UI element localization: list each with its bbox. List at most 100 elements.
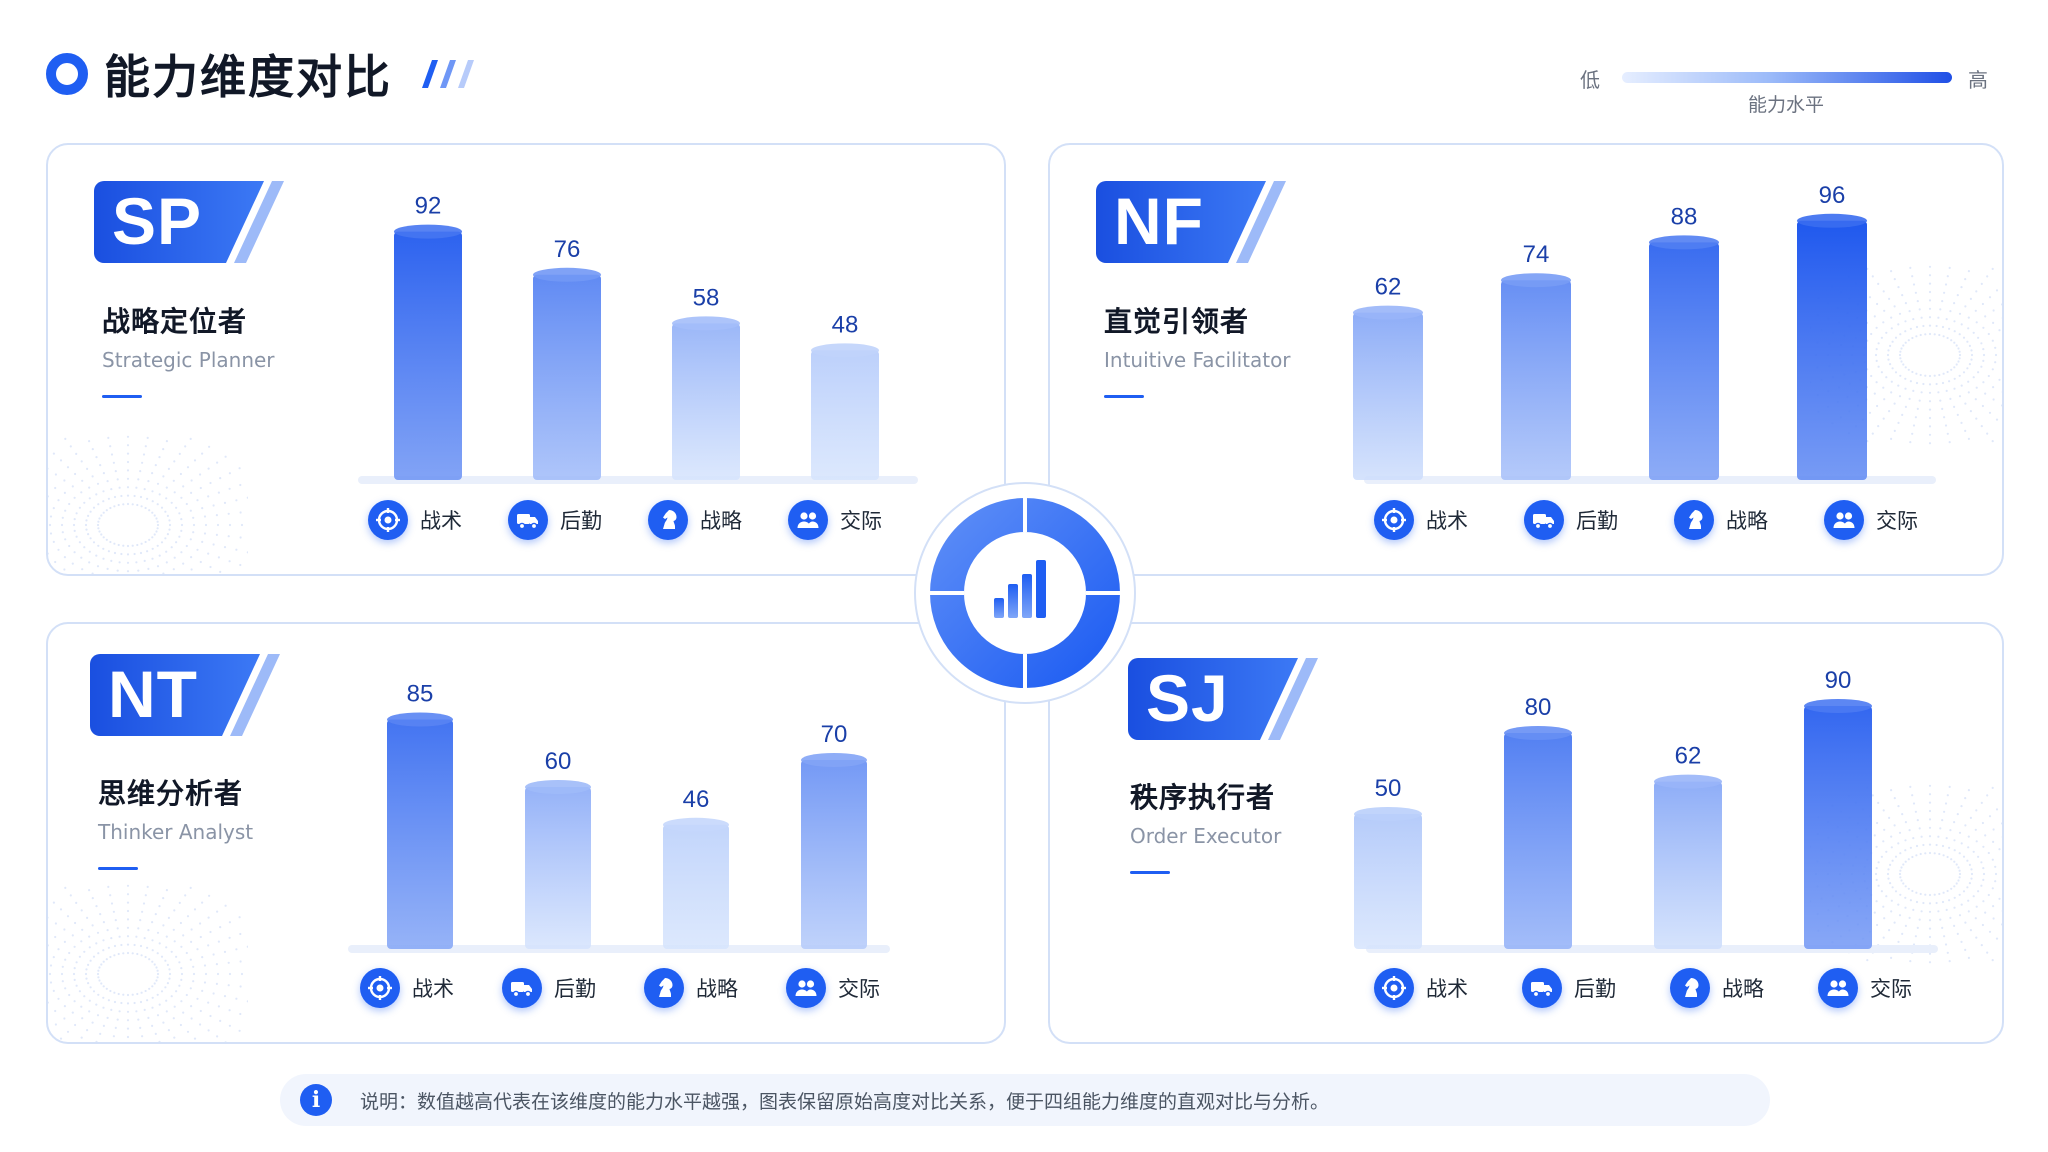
bar-后勤 bbox=[1501, 280, 1571, 480]
panel-sp: SP 战略定位者 Strategic Planner 92 76 58 48 战术 后勤 战略 交际 bbox=[46, 143, 1006, 576]
bar-后勤 bbox=[533, 274, 601, 480]
legend-low-label: 低 bbox=[1580, 68, 1600, 92]
bar-value-label: 58 bbox=[693, 284, 720, 311]
ability-scale-legend: 低 高 能力水平 bbox=[1580, 60, 2000, 120]
category-text: 战略 bbox=[1726, 509, 1768, 533]
legend-high-label: 高 bbox=[1968, 68, 1988, 92]
type-name-cn: 战略定位者 bbox=[102, 305, 248, 338]
type-name-en: Thinker Analyst bbox=[98, 820, 254, 844]
target-icon bbox=[360, 968, 400, 1008]
truck-icon bbox=[508, 500, 548, 540]
category-text: 战术 bbox=[412, 977, 454, 1001]
type-badge-shape bbox=[1096, 181, 1286, 263]
bar-top-cap bbox=[1654, 774, 1722, 789]
page-title: 能力维度对比 bbox=[104, 50, 392, 104]
bar-交际 bbox=[811, 350, 879, 480]
category-label: 战略 bbox=[1674, 500, 1768, 540]
bar-交际 bbox=[801, 760, 867, 949]
category-label: 战术 bbox=[1374, 968, 1468, 1008]
legend-gradient-bar bbox=[1622, 72, 1952, 83]
bar-top-cap bbox=[1797, 213, 1867, 228]
bar-value-label: 85 bbox=[407, 681, 434, 708]
chart-baseline bbox=[358, 476, 918, 484]
bar-chart-nt: 85 60 46 70 bbox=[348, 681, 890, 953]
bar-value-label: 60 bbox=[545, 748, 572, 775]
name-underline bbox=[98, 867, 138, 870]
bar-value-label: 70 bbox=[821, 721, 848, 748]
category-label: 战术 bbox=[360, 968, 454, 1008]
bar-top-cap bbox=[672, 316, 740, 331]
bar-value-label: 96 bbox=[1819, 182, 1846, 209]
people-icon bbox=[1824, 500, 1864, 540]
category-text: 交际 bbox=[838, 977, 880, 1001]
bar-战术 bbox=[1354, 814, 1422, 949]
bar-value-label: 62 bbox=[1375, 274, 1402, 301]
category-label: 后勤 bbox=[1522, 968, 1616, 1008]
type-name-en: Order Executor bbox=[1130, 824, 1282, 848]
people-icon bbox=[788, 500, 828, 540]
category-text: 交际 bbox=[1870, 977, 1912, 1001]
target-icon bbox=[368, 500, 408, 540]
bar-交际 bbox=[1797, 220, 1867, 481]
bar-top-cap bbox=[1501, 273, 1571, 288]
center-chart-badge bbox=[914, 482, 1136, 704]
bar-top-cap bbox=[663, 817, 729, 832]
category-text: 交际 bbox=[840, 509, 882, 533]
chess-knight-icon bbox=[1674, 500, 1714, 540]
category-text: 交际 bbox=[1876, 509, 1918, 533]
bar-chart-sp: 92 76 58 48 bbox=[358, 193, 918, 484]
type-name-en: Strategic Planner bbox=[102, 348, 275, 372]
bar-top-cap bbox=[1804, 699, 1872, 713]
type-badge-shape bbox=[94, 181, 284, 263]
bar-后勤 bbox=[525, 787, 591, 949]
bar-value-label: 46 bbox=[683, 786, 710, 813]
category-label: 后勤 bbox=[502, 968, 596, 1008]
bar-后勤 bbox=[1504, 733, 1572, 949]
bar-chart-sj: 50 80 62 90 bbox=[1354, 667, 1938, 953]
target-icon bbox=[1374, 968, 1414, 1008]
dot-pattern-decoration bbox=[48, 884, 248, 1042]
category-label: 后勤 bbox=[1524, 500, 1618, 540]
bar-value-label: 62 bbox=[1675, 743, 1702, 770]
slash-decoration-icon bbox=[422, 60, 474, 88]
category-label: 后勤 bbox=[508, 500, 602, 540]
bar-战术 bbox=[394, 231, 462, 480]
category-text: 后勤 bbox=[1576, 509, 1618, 533]
category-label: 交际 bbox=[788, 500, 882, 540]
name-underline bbox=[1104, 395, 1144, 398]
type-badge-shape bbox=[90, 654, 280, 736]
type-code: NF bbox=[1114, 184, 1204, 258]
footer-note-text: 说明：数值越高代表在该维度的能力水平越强，图表保留原始高度对比关系，便于四组能力… bbox=[360, 1090, 1330, 1113]
truck-icon bbox=[1524, 500, 1564, 540]
info-icon: i bbox=[300, 1084, 332, 1116]
bar-chart-icon bbox=[994, 560, 1046, 618]
category-text: 战略 bbox=[700, 509, 742, 533]
panel-nt: NT 思维分析者 Thinker Analyst 85 60 46 70 战术 后勤 战略 交际 bbox=[46, 622, 1006, 1044]
chart-baseline bbox=[348, 945, 890, 953]
name-underline bbox=[1130, 871, 1170, 874]
bar-战术 bbox=[387, 719, 453, 949]
chess-knight-icon bbox=[1670, 968, 1710, 1008]
category-label: 交际 bbox=[1818, 968, 1912, 1008]
title-bullet-icon bbox=[46, 53, 88, 95]
bar-value-label: 80 bbox=[1525, 694, 1552, 721]
type-name-cn: 直觉引领者 bbox=[1104, 305, 1250, 338]
bar-top-cap bbox=[1353, 305, 1423, 320]
category-text: 战略 bbox=[1722, 977, 1764, 1001]
bar-top-cap bbox=[1649, 235, 1719, 250]
people-icon bbox=[786, 968, 826, 1008]
bar-top-cap bbox=[387, 712, 453, 727]
panel-sj: SJ 秩序执行者 Order Executor 50 80 62 90 战术 后勤 战略 交际 bbox=[1048, 622, 2004, 1044]
bar-战略 bbox=[1654, 781, 1722, 949]
truck-icon bbox=[502, 968, 542, 1008]
target-icon bbox=[1374, 500, 1414, 540]
category-label: 战略 bbox=[1670, 968, 1764, 1008]
bar-交际 bbox=[1804, 706, 1872, 949]
bar-战略 bbox=[672, 323, 740, 480]
bar-战略 bbox=[1649, 242, 1719, 480]
bar-top-cap bbox=[525, 780, 591, 794]
footer-note: i 说明：数值越高代表在该维度的能力水平越强，图表保留原始高度对比关系，便于四组… bbox=[280, 1074, 1770, 1126]
type-code: NT bbox=[108, 657, 198, 731]
bar-value-label: 76 bbox=[554, 236, 581, 263]
dot-pattern-decoration bbox=[1810, 265, 2002, 445]
